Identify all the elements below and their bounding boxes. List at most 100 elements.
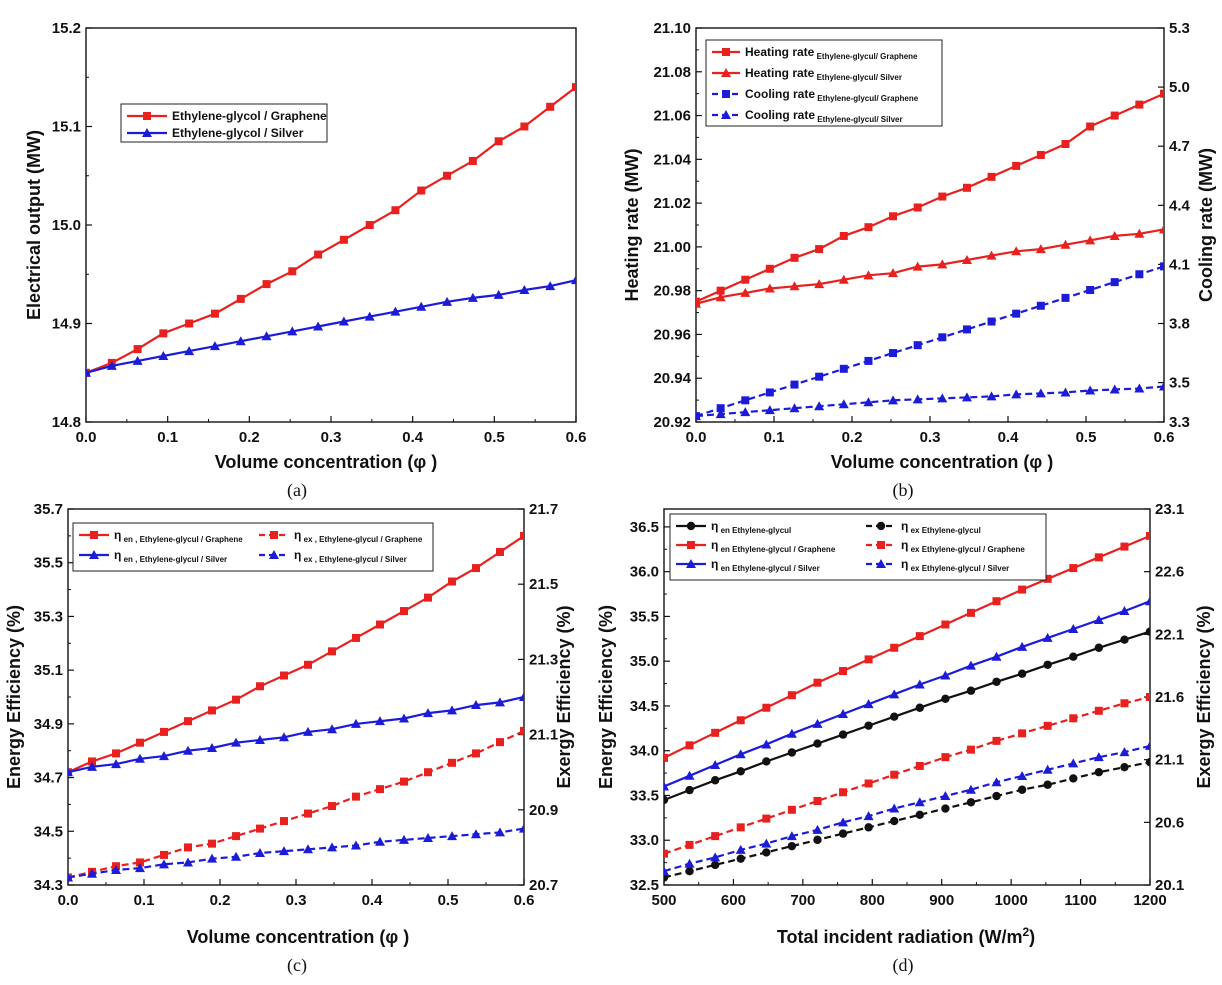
legend-marker xyxy=(877,541,885,549)
legend-label: η ex , Ethylene-glycul / Graphene xyxy=(294,528,423,544)
series-5 xyxy=(664,693,1150,858)
y-tick-label: 35.5 xyxy=(630,608,659,625)
data-point xyxy=(762,814,771,823)
series-4 xyxy=(696,381,1164,421)
data-point xyxy=(375,620,384,629)
data-point xyxy=(685,840,694,849)
data-point xyxy=(962,325,971,334)
legend-label-main: Heating rate xyxy=(745,45,815,59)
legend-label-sub: ex Ethylene-glycul xyxy=(908,526,980,535)
data-point xyxy=(992,677,1001,686)
data-point xyxy=(1035,388,1046,398)
data-point xyxy=(838,829,848,838)
data-point xyxy=(890,712,899,721)
y-right-tick-label: 21.1 xyxy=(529,727,558,744)
data-point xyxy=(915,703,924,712)
data-point xyxy=(940,670,951,680)
data-point xyxy=(87,761,98,771)
y-tick-label: 21.08 xyxy=(653,64,691,81)
legend-label-main: Cooling rate xyxy=(745,87,815,101)
data-point xyxy=(1012,161,1021,170)
data-point xyxy=(664,873,669,882)
data-point xyxy=(494,827,505,837)
y-tick-label: 20.98 xyxy=(653,283,691,300)
data-point xyxy=(786,831,797,841)
data-point xyxy=(86,367,91,377)
data-point xyxy=(941,694,950,703)
legend-label-main: η xyxy=(711,538,718,552)
data-point xyxy=(839,667,848,676)
data-point xyxy=(519,823,524,833)
y-tick-label: 21.02 xyxy=(653,195,691,212)
data-point xyxy=(961,392,972,402)
data-point xyxy=(1068,758,1079,768)
data-point xyxy=(889,689,900,699)
data-point xyxy=(740,287,751,297)
y-right-tick-label: 4.7 xyxy=(1169,138,1190,155)
data-point xyxy=(467,292,478,302)
y-right-tick-label: 4.4 xyxy=(1169,197,1191,214)
data-point xyxy=(159,329,168,338)
data-point xyxy=(184,717,193,726)
data-point xyxy=(443,171,452,180)
data-point xyxy=(961,255,972,265)
data-point xyxy=(1094,706,1103,715)
data-point xyxy=(493,289,504,299)
x-tick-label: 0.3 xyxy=(286,892,307,909)
legend-label-sub: ex , Ethylene-glycul / Graphene xyxy=(301,535,422,544)
data-point xyxy=(183,745,194,755)
data-point xyxy=(991,651,1002,661)
data-point xyxy=(1060,239,1071,249)
data-point xyxy=(314,250,323,259)
y-tick-label: 33.5 xyxy=(630,787,659,804)
data-point xyxy=(987,317,996,326)
legend-marker xyxy=(722,48,730,56)
data-point xyxy=(838,730,848,739)
data-point xyxy=(965,784,976,794)
y-tick-label: 21.00 xyxy=(653,239,691,256)
y-tick-label: 21.06 xyxy=(653,108,691,125)
data-point xyxy=(787,841,797,851)
data-point xyxy=(813,835,822,845)
y-right-tick-label: 3.5 xyxy=(1169,375,1190,392)
data-point xyxy=(762,757,771,766)
series-2 xyxy=(696,224,1164,308)
y-tick-label: 14.8 xyxy=(52,414,81,431)
data-point xyxy=(232,695,241,704)
data-point xyxy=(915,810,924,820)
data-point xyxy=(813,739,822,748)
x-tick-label: 0.1 xyxy=(157,429,178,446)
data-point xyxy=(68,872,73,882)
legend-marker xyxy=(686,559,696,568)
data-point xyxy=(716,286,725,295)
data-point xyxy=(888,268,899,278)
data-point xyxy=(716,404,725,413)
data-point xyxy=(232,832,241,841)
legend-label: η en , Ethylene-glycul / Silver xyxy=(114,548,227,564)
legend-label: Heating rate Ethylene-glycul/ Graphene xyxy=(745,45,918,61)
data-point xyxy=(494,697,505,707)
y-right-axis-label: Exergy Efficiency (%) xyxy=(554,605,574,788)
data-point xyxy=(338,316,349,326)
data-point xyxy=(519,285,530,295)
data-point xyxy=(913,341,922,350)
data-point xyxy=(350,840,361,850)
legend-label-sub: Ethylene-glycul/ Graphene xyxy=(814,52,918,61)
series-line xyxy=(696,265,1164,418)
data-point xyxy=(470,829,481,839)
data-point xyxy=(417,186,426,195)
data-point xyxy=(736,716,745,725)
data-point xyxy=(684,858,695,868)
x-axis-label-main: Total incident radiation (W/m xyxy=(777,927,1023,947)
x-tick-label: 0.4 xyxy=(998,429,1020,446)
legend-label: η ex , Ethylene-glycul / Silver xyxy=(294,548,407,564)
y-right-tick-label: 23.1 xyxy=(1155,501,1184,518)
data-point xyxy=(278,732,289,742)
data-point xyxy=(839,231,848,240)
data-point xyxy=(1146,531,1150,540)
data-point xyxy=(1069,564,1078,573)
x-tick-label: 700 xyxy=(790,892,815,909)
data-point xyxy=(664,781,669,791)
data-point xyxy=(520,531,524,540)
